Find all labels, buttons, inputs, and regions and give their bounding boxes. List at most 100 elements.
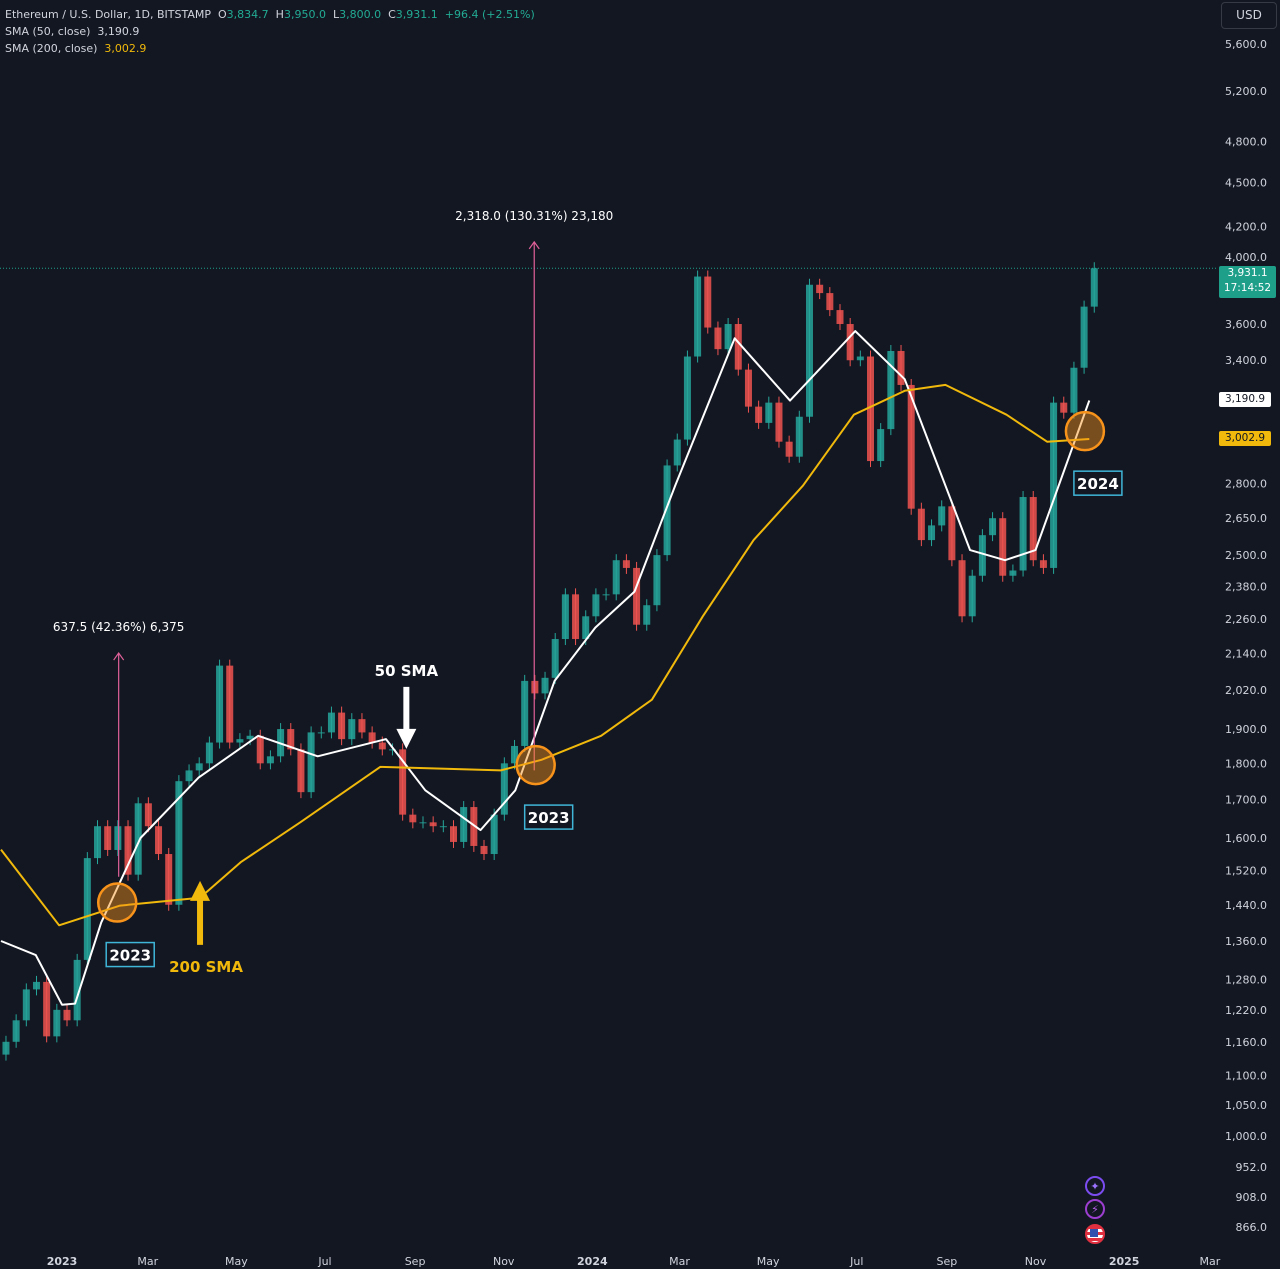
candle-body [226,665,234,743]
candle-body [246,735,254,740]
candle-body [917,508,925,541]
candle-body [185,770,193,782]
candle-body [907,384,915,509]
x-tick-label: Nov [493,1255,515,1268]
y-tick-label: 4,000.0 [1225,251,1267,264]
candle-body [612,560,620,595]
sma50-axis-tag: 3,190.9 [1219,392,1271,407]
y-tick-label: 2,500.0 [1225,549,1267,562]
y-tick-label: 908.0 [1236,1191,1268,1204]
crossover-label-box [523,804,574,830]
x-tick-label: May [225,1255,248,1268]
candle-body [388,749,396,751]
candle-body [714,327,722,350]
candle-body [704,276,712,328]
lightning-icon[interactable]: ⚡ [1085,1199,1105,1219]
candle-body [22,989,30,1021]
candle-body [816,284,824,294]
candle-body [307,732,315,793]
y-tick-label: 1,280.0 [1225,973,1267,986]
candle-body [785,441,793,457]
candle-body [32,981,40,990]
candle-body [287,729,295,750]
candle-body [175,781,183,905]
candle-body [968,575,976,617]
candle-body [887,350,895,430]
y-tick-label: 1,800.0 [1225,757,1267,770]
sparkle-icon[interactable]: ✦ [1085,1176,1105,1196]
sma50-row[interactable]: SMA (50, close) 3,190.9 [5,23,535,40]
measure-arrowhead [528,240,540,250]
candle-body [521,680,529,746]
y-tick-label: 2,260.0 [1225,613,1267,626]
candle-body [490,814,498,855]
candle-body [409,814,417,823]
low-value: 3,800.0 [339,8,382,21]
y-axis[interactable]: 5,600.0 5,200.0 4,800.0 4,500.0 4,200.0 4,000… [1225,38,1267,1234]
arrow-up-icon [190,880,211,945]
x-tick-label: Sep [937,1255,958,1268]
x-tick-label: Mar [669,1255,690,1268]
candle-body [694,276,702,357]
candle-body [124,826,132,875]
candle-body [358,719,366,733]
y-tick-label: 1,000.0 [1225,1130,1267,1143]
arrow-down-icon [396,686,417,749]
sma200-line [0,383,1090,927]
measure-label: 637.5 (42.36%) 6,375 [53,620,184,634]
candle-body [765,402,773,423]
crossover-circle [1064,410,1106,452]
candle-body [734,324,742,370]
y-tick-label: 3,400.0 [1225,354,1267,367]
low-label: L [332,8,340,21]
symbol-title: Ethereum / U.S. Dollar, 1D, BITSTAMP [5,8,211,21]
candle-body [989,518,997,536]
candle-body [1070,367,1078,413]
sma200-row[interactable]: SMA (200, close) 3,002.9 [5,40,535,57]
last-price: 3,931.1 [1227,267,1268,279]
y-tick-label: 2,650.0 [1225,512,1267,525]
candle-body [805,284,813,417]
currency-button[interactable]: USD [1221,2,1277,29]
x-axis[interactable]: 2023 Mar May Jul Sep Nov 2024 Mar May Jul Sep Nov 20… [47,1255,1221,1268]
y-tick-label: 4,200.0 [1225,220,1267,233]
y-tick-label: 1,440.0 [1225,899,1267,912]
close-value: 3,931.1 [395,8,438,21]
candle-body [877,429,885,462]
candle-body [897,350,905,385]
y-tick-label: 1,160.0 [1225,1036,1267,1049]
y-tick-label: 5,600.0 [1225,38,1267,51]
candle-body [460,807,468,842]
candle-body [1029,497,1037,561]
candle-body [1019,497,1027,571]
candle-body [1039,560,1047,568]
candle-body [867,356,875,462]
candle-body [511,745,519,764]
y-tick-label: 1,050.0 [1225,1099,1267,1112]
candle-body [338,712,346,740]
candle-body [836,310,844,325]
candle-body [195,763,203,771]
close-label: C [388,8,396,21]
crossover-label-box [1073,470,1123,496]
candle-body [378,742,386,750]
candle-body [327,712,335,733]
candle-body [561,594,569,640]
candle-body [348,719,356,740]
candle-body [12,1020,20,1042]
candles-layer [0,262,1218,1061]
candle-body [399,749,407,815]
candle-body [755,406,763,423]
sma200-value: 3,002.9 [104,42,147,55]
candle-body [114,826,122,850]
us-flag-icon[interactable] [1085,1224,1105,1244]
candle-body [216,665,224,743]
y-tick-label: 2,020.0 [1225,684,1267,697]
y-tick-label: 1,900.0 [1225,723,1267,736]
candle-body [633,567,641,625]
y-tick-label: 952.0 [1236,1161,1268,1174]
candle-body [317,732,325,734]
crossover-label: 2023 [528,809,570,827]
sma200-label: SMA (200, close) [5,42,98,55]
